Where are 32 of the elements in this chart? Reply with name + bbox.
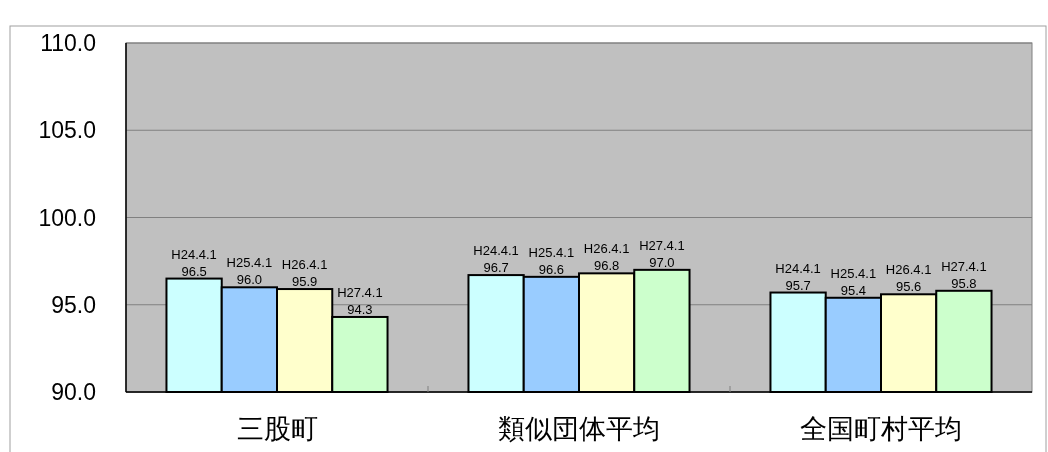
data-label: 95.8 — [951, 275, 977, 291]
data-label: 96.5 — [181, 263, 207, 279]
text: H27.4.1 — [337, 284, 383, 300]
text: H24.4.1 — [171, 246, 217, 262]
series-label: H26.4.1 — [583, 241, 630, 257]
y-tick-label: 110.0 — [40, 30, 96, 56]
series-label: H25.4.1 — [528, 244, 575, 260]
x-tick-label: 類似団体平均 — [498, 414, 660, 444]
text: H25.4.1 — [830, 265, 877, 281]
data-label: 94.3 — [347, 301, 373, 317]
data-label: 95.6 — [895, 279, 922, 295]
data-label: 96.0 — [236, 272, 263, 288]
y-tick-label: 105.0 — [38, 117, 96, 144]
x-tick-label: 全国町村平均 — [800, 414, 962, 444]
series-label: H24.4.1 — [473, 243, 519, 259]
text: H25.4.1 — [226, 255, 273, 271]
data-label: 95.9 — [291, 274, 318, 290]
data-label: 95.4 — [840, 282, 867, 298]
data-label: 96.6 — [538, 261, 565, 277]
y-tick-label: 95.0 — [51, 291, 96, 318]
series-label: H27.4.1 — [941, 258, 987, 274]
y-tick-label: 100.0 — [38, 204, 96, 231]
text: H24.4.1 — [775, 260, 821, 276]
data-label: 96.7 — [483, 260, 509, 276]
text: H26.4.1 — [885, 262, 932, 278]
data-label: 95.7 — [785, 277, 811, 293]
text: H27.4.1 — [639, 237, 685, 253]
data-label: 96.8 — [593, 258, 620, 274]
text: H26.4.1 — [281, 257, 328, 273]
data-label: 97.0 — [649, 254, 675, 270]
x-tick-label: 三股町 — [236, 414, 318, 444]
y-tick-label: 90.0 — [51, 379, 96, 405]
